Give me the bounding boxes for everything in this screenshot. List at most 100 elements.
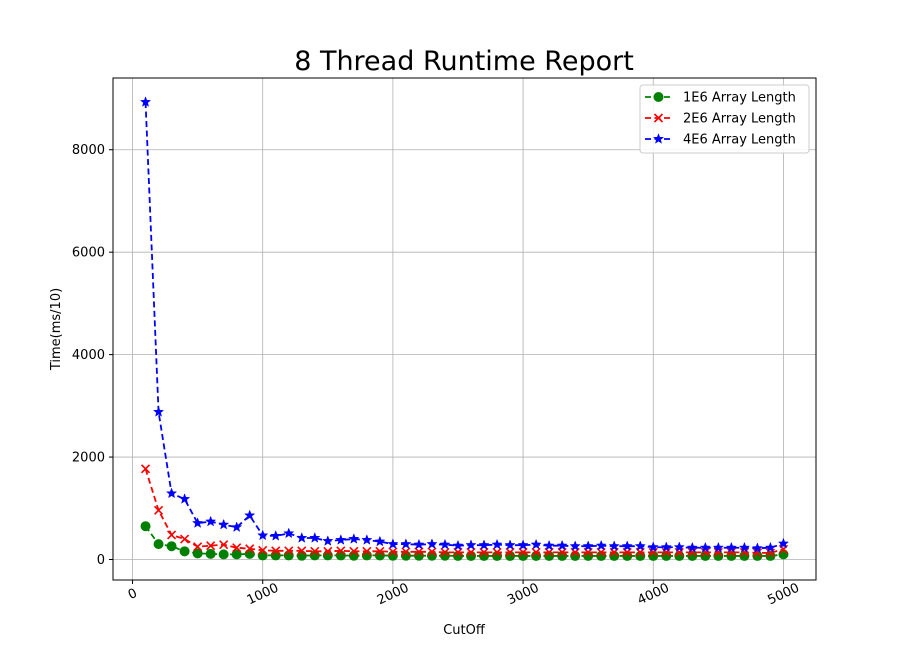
data-point xyxy=(257,550,268,561)
data-point xyxy=(387,538,399,549)
data-point xyxy=(388,547,398,557)
data-point xyxy=(257,529,269,541)
data-point xyxy=(452,539,464,551)
data-point xyxy=(244,548,255,559)
data-point xyxy=(427,547,437,557)
data-point xyxy=(517,539,529,550)
series-line xyxy=(144,468,784,554)
legend-marker xyxy=(652,133,665,144)
data-point xyxy=(270,530,282,541)
data-point xyxy=(244,509,256,521)
data-point xyxy=(335,550,346,561)
data-point xyxy=(218,549,229,560)
data-point xyxy=(466,547,476,557)
legend-entry-1: 1E6 Array Length xyxy=(645,91,796,106)
data-point xyxy=(271,546,281,556)
data-point xyxy=(439,550,450,561)
data-point xyxy=(231,521,243,533)
data-point xyxy=(660,541,672,552)
x-tick-label: 3000 xyxy=(505,581,541,609)
data-point xyxy=(192,548,203,559)
data-point xyxy=(492,547,502,557)
data-point xyxy=(336,546,346,556)
series-layer xyxy=(139,96,790,561)
data-point xyxy=(530,538,542,550)
data-point xyxy=(673,541,685,552)
data-point xyxy=(349,546,359,556)
data-point xyxy=(180,534,190,544)
data-point xyxy=(283,550,294,561)
data-point xyxy=(309,532,321,543)
x-tick-label: 1000 xyxy=(245,581,281,609)
data-point xyxy=(777,537,790,549)
data-point xyxy=(738,541,751,553)
data-point xyxy=(205,515,217,527)
data-point xyxy=(439,538,451,550)
data-point xyxy=(140,464,151,474)
data-point xyxy=(283,527,295,539)
data-point xyxy=(621,540,633,551)
data-point xyxy=(531,547,541,557)
data-point xyxy=(362,546,372,556)
data-point xyxy=(569,540,581,551)
data-point xyxy=(179,546,190,557)
data-point xyxy=(401,547,411,557)
data-point xyxy=(245,544,255,554)
legend-marker xyxy=(653,92,664,102)
data-point xyxy=(764,541,777,553)
data-point xyxy=(505,547,515,557)
data-point xyxy=(218,518,230,530)
data-point xyxy=(765,550,776,561)
x-tick-label: 2000 xyxy=(375,581,411,609)
data-point xyxy=(752,550,763,561)
data-point xyxy=(413,538,425,550)
y-tick-label: 8000 xyxy=(72,143,105,158)
data-point xyxy=(465,539,477,550)
data-point xyxy=(479,547,489,557)
data-point xyxy=(178,493,191,504)
data-point xyxy=(556,539,568,551)
data-point xyxy=(440,547,450,557)
data-point xyxy=(348,533,360,544)
data-point xyxy=(219,540,229,550)
data-point xyxy=(152,406,165,417)
data-point xyxy=(751,542,764,554)
legend-entry-3: 4E6 Array Length xyxy=(645,133,796,148)
legend-entry-2: 2E6 Array Length xyxy=(645,112,796,127)
data-point xyxy=(297,546,307,556)
data-point xyxy=(322,535,334,546)
data-point xyxy=(361,534,373,545)
data-point xyxy=(426,538,438,549)
legend-label: 1E6 Array Length xyxy=(683,91,796,106)
x-tick-label: 4000 xyxy=(635,581,671,609)
y-tick-label: 6000 xyxy=(72,246,105,261)
data-point xyxy=(153,505,164,515)
data-point xyxy=(140,521,151,532)
data-point xyxy=(478,539,490,550)
data-point xyxy=(310,546,320,556)
data-point xyxy=(647,541,659,552)
data-point xyxy=(374,535,386,547)
data-point xyxy=(270,550,281,561)
data-point xyxy=(165,487,178,499)
legend-label: 4E6 Array Length xyxy=(683,133,796,148)
data-point xyxy=(712,541,724,553)
data-point xyxy=(193,542,203,552)
data-point xyxy=(153,539,164,550)
data-point xyxy=(284,546,294,556)
legend-box xyxy=(639,84,810,154)
data-point xyxy=(595,539,607,551)
data-point xyxy=(139,96,152,107)
data-point xyxy=(232,543,242,553)
data-point xyxy=(258,545,268,555)
data-point xyxy=(167,530,177,540)
series-2 xyxy=(140,464,789,558)
data-point xyxy=(699,541,711,553)
data-point xyxy=(778,549,789,560)
data-point xyxy=(543,539,555,551)
x-axis-label: CutOff xyxy=(443,623,486,638)
data-point xyxy=(608,540,620,551)
y-tick-label: 4000 xyxy=(72,348,105,363)
data-point xyxy=(634,540,646,551)
